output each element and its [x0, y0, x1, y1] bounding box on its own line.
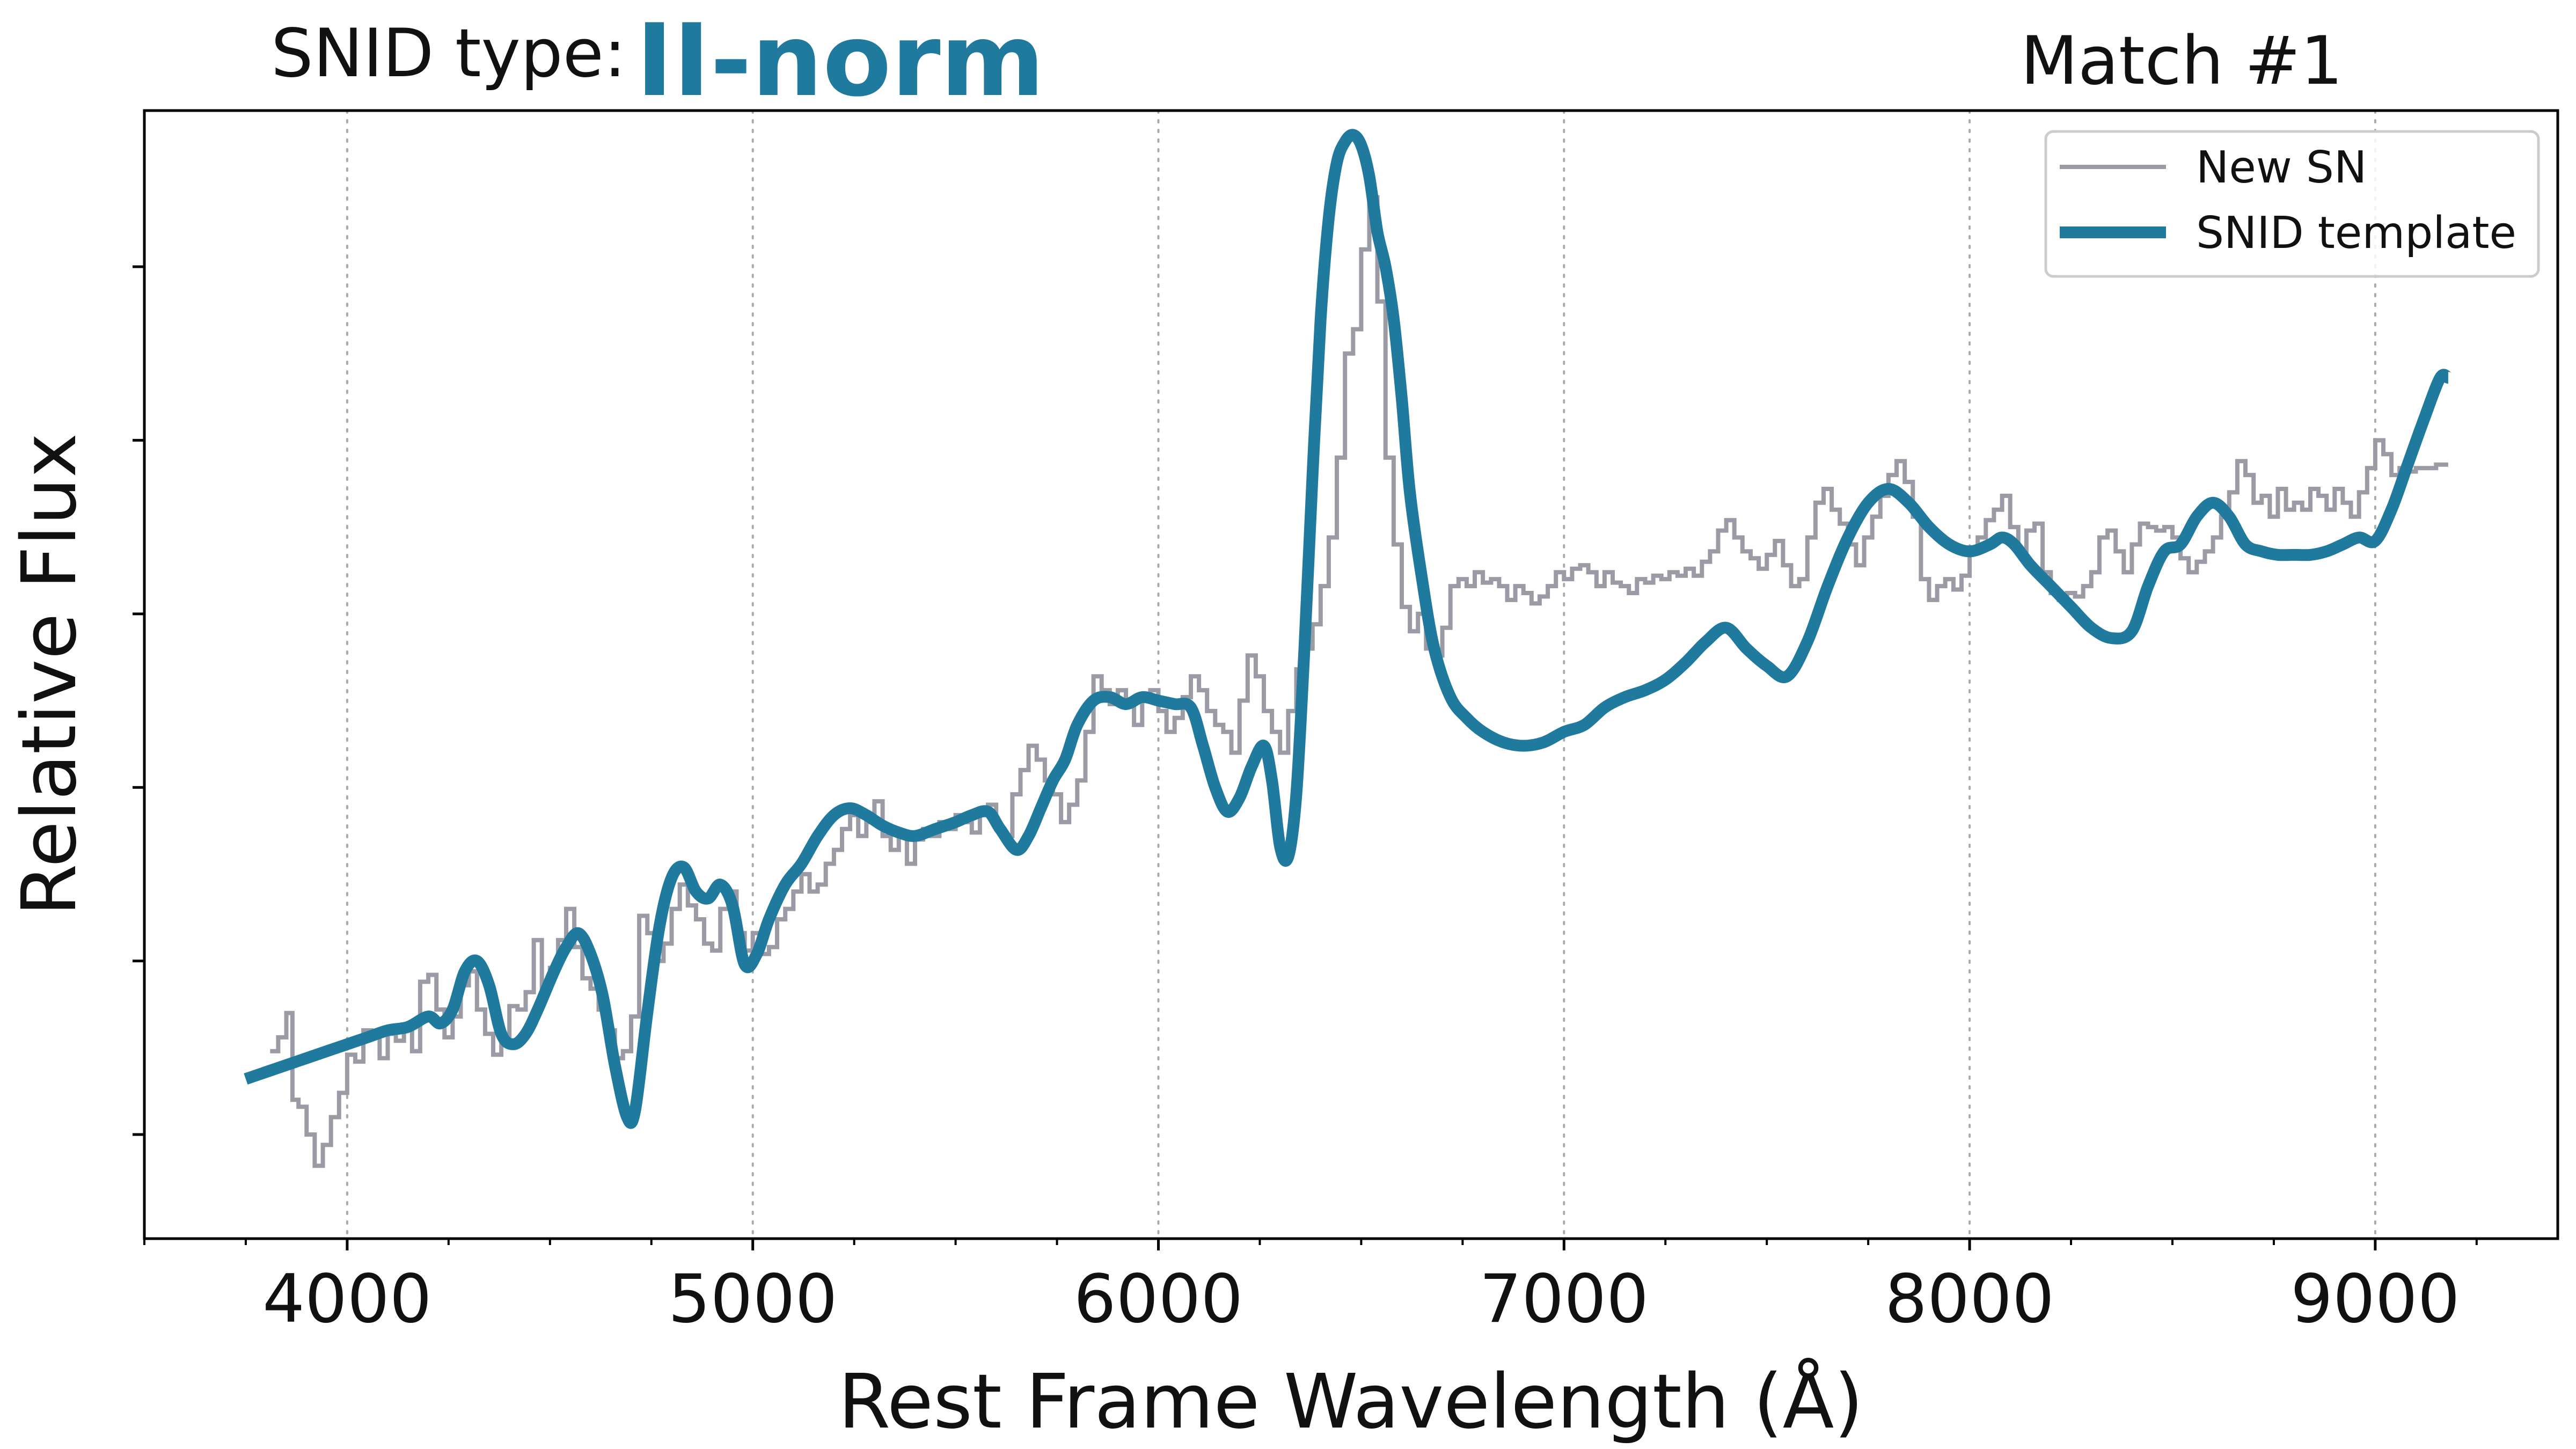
snid-type-label: SNID type: [271, 15, 626, 92]
x-tick-label: 5000 [668, 1261, 838, 1338]
y-axis-ticks [133, 265, 144, 1136]
x-tick-label: 7000 [1480, 1261, 1649, 1338]
x-tick-label: 8000 [1885, 1261, 2054, 1338]
snid-type-value: II-norm [636, 2, 1045, 119]
x-grid-lines [346, 109, 2376, 1240]
legend: New SN SNID template [2044, 130, 2540, 278]
legend-box [2044, 130, 2540, 278]
series-new-sn [270, 195, 2448, 1168]
x-axis-label: Rest Frame Wavelength (Å) [838, 1357, 1863, 1446]
plot-frame [143, 109, 2559, 1240]
x-axis-ticks: 4000 5000 6000 7000 8000 9000 [143, 1239, 2478, 1338]
match-number-label: Match #1 [2021, 23, 2343, 100]
y-axis-label: Relative Flux [6, 433, 93, 916]
legend-label-new-sn: New SN [2196, 142, 2367, 193]
x-tick-label: 4000 [262, 1261, 432, 1338]
series-snid-template [244, 129, 2452, 1129]
x-tick-label: 6000 [1074, 1261, 1243, 1338]
x-tick-label: 9000 [2290, 1261, 2460, 1338]
legend-label-snid-template: SNID template [2196, 208, 2516, 259]
